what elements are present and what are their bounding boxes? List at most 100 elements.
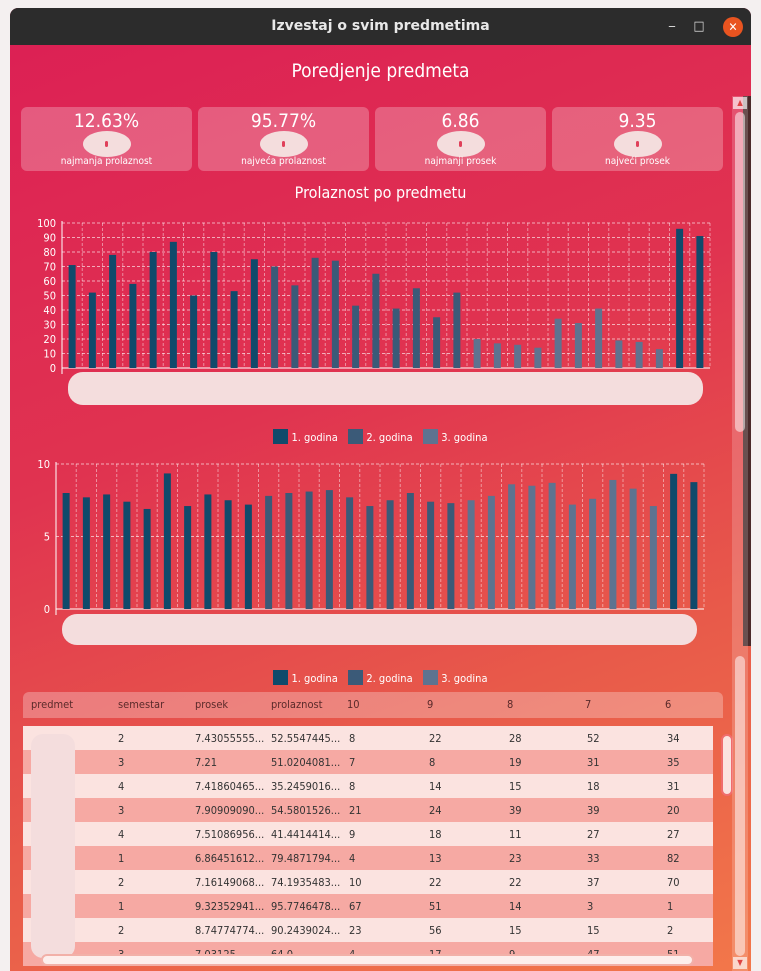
stat-card-min-average: 6.86 najmanji prosek: [375, 107, 546, 171]
table-cell: 56: [429, 924, 442, 937]
table-horizontal-scrollbar[interactable]: [41, 954, 694, 966]
table-cell: 11: [509, 828, 522, 841]
table-cell: 7: [349, 756, 356, 769]
bar: [690, 482, 698, 609]
column-header[interactable]: 10: [347, 698, 360, 711]
bar: [670, 473, 678, 609]
bar: [696, 236, 704, 368]
column-header[interactable]: 7: [585, 698, 592, 711]
bar: [372, 273, 380, 368]
page-scrollbar[interactable]: ▲ ▼: [732, 96, 748, 971]
legend-item-year2[interactable]: 2. godina: [348, 670, 413, 685]
app-window: Izvestaj o svim predmetima ‒ □ ✕ Poredje…: [10, 8, 751, 971]
legend-item-year2[interactable]: 2. godina: [348, 429, 413, 444]
bar: [271, 266, 279, 368]
stat-label: najveći prosek: [604, 156, 670, 167]
table-cell: 95.7746478...: [271, 900, 341, 913]
bar: [629, 488, 637, 609]
page-title: Poredjenje predmeta: [291, 60, 470, 82]
table-row[interactable]: 4 7.41860465... 35.2459016... 8 14 15 18 31: [23, 774, 713, 798]
table-row[interactable]: 2 8.74774774... 90.2439024... 23 56 15 15 2: [23, 918, 713, 942]
bar: [427, 501, 435, 609]
stat-value: 9.35: [618, 110, 657, 132]
bar: [331, 260, 339, 368]
table-row[interactable]: 2 7.43055555... 52.5547445... 8 22 28 52 34: [23, 726, 713, 750]
stat-card-max-pass: 95.77% najveća prolaznost: [198, 107, 369, 171]
bar: [453, 292, 461, 368]
table-row[interactable]: 1 6.86451612... 79.4871794... 4 13 23 33 82: [23, 846, 713, 870]
bar: [676, 228, 684, 368]
table-cell: 3: [118, 756, 125, 769]
redacted-blob: [82, 131, 131, 157]
table-row[interactable]: 3 7.21 51.0204081... 7 8 19 31 35: [23, 750, 713, 774]
bar: [574, 323, 582, 368]
y-tick-label: 30: [43, 319, 56, 332]
table-cell: 15: [509, 924, 522, 937]
table-row[interactable]: 4 7.51086956... 41.4414414... 9 18 11 27 27: [23, 822, 713, 846]
bar: [129, 283, 137, 368]
y-tick-label: 50: [43, 290, 56, 303]
table-cell: 1: [118, 900, 125, 913]
column-header[interactable]: prosek: [195, 698, 229, 711]
bar: [184, 506, 192, 609]
column-header[interactable]: 6: [665, 698, 672, 711]
bar: [285, 493, 293, 609]
legend-item-year1[interactable]: 1. godina: [273, 429, 338, 444]
bar: [210, 252, 218, 368]
bar: [528, 485, 536, 609]
table-cell: 23: [349, 924, 362, 937]
legend-item-year1[interactable]: 1. godina: [273, 670, 338, 685]
table-cell: 4: [349, 852, 356, 865]
table-cell: 3: [118, 804, 125, 817]
table-cell: 7.41860465...: [195, 780, 265, 793]
legend-item-year3[interactable]: 3. godina: [423, 429, 488, 444]
minimize-button[interactable]: ‒: [668, 19, 676, 34]
table-cell: 8: [349, 732, 356, 745]
column-header[interactable]: 9: [427, 698, 434, 711]
y-tick-label: 10: [43, 348, 56, 361]
column-header[interactable]: 8: [507, 698, 514, 711]
bar: [88, 292, 96, 368]
table-row[interactable]: 3 7.90909090... 54.5801526... 21 24 39 39 20: [23, 798, 713, 822]
scroll-down-arrow[interactable]: ▼: [733, 957, 747, 969]
bar: [589, 498, 597, 609]
table-cell: 8.74774774...: [195, 924, 265, 937]
table-vertical-scrollbar[interactable]: [721, 734, 733, 796]
table-cell: 10: [349, 876, 362, 889]
table-cell: 19: [509, 756, 522, 769]
column-header[interactable]: prolaznost: [271, 698, 323, 711]
table-cell: 31: [587, 756, 600, 769]
bar: [655, 349, 663, 368]
table-cell: 14: [509, 900, 522, 913]
scrollbar-thumb[interactable]: [735, 112, 745, 432]
column-header[interactable]: predmet: [31, 698, 74, 711]
bar: [163, 473, 171, 609]
bar: [325, 490, 333, 609]
chart-legend: 1. godina 2. godina 3. godina: [10, 426, 751, 445]
bar: [346, 497, 354, 609]
bar: [493, 343, 501, 368]
legend-item-year3[interactable]: 3. godina: [423, 670, 488, 685]
bar: [615, 340, 623, 368]
table-row[interactable]: 1 9.32352941... 95.7746478... 67 51 14 3 1: [23, 894, 713, 918]
table-cell: 4: [118, 828, 125, 841]
table-row[interactable]: 2 7.16149068... 74.1935483... 10 22 22 37 70: [23, 870, 713, 894]
scroll-up-arrow[interactable]: ▲: [733, 97, 747, 109]
column-header[interactable]: semestar: [118, 698, 165, 711]
table-cell: 15: [509, 780, 522, 793]
table-cell: 54.5801526...: [271, 804, 341, 817]
maximize-button[interactable]: □: [693, 19, 705, 34]
close-button[interactable]: ✕: [723, 17, 743, 37]
redacted-axis-labels: [62, 614, 697, 645]
bar: [548, 482, 556, 609]
table-cell: 28: [509, 732, 522, 745]
table-cell: 7.21: [195, 756, 218, 769]
table-cell: 7.43055555...: [195, 732, 265, 745]
table-cell: 27: [667, 828, 680, 841]
table-cell: 6.86451612...: [195, 852, 265, 865]
bar: [406, 493, 414, 609]
bar: [635, 341, 643, 368]
bar: [467, 500, 475, 609]
table-cell: 2: [667, 924, 674, 937]
